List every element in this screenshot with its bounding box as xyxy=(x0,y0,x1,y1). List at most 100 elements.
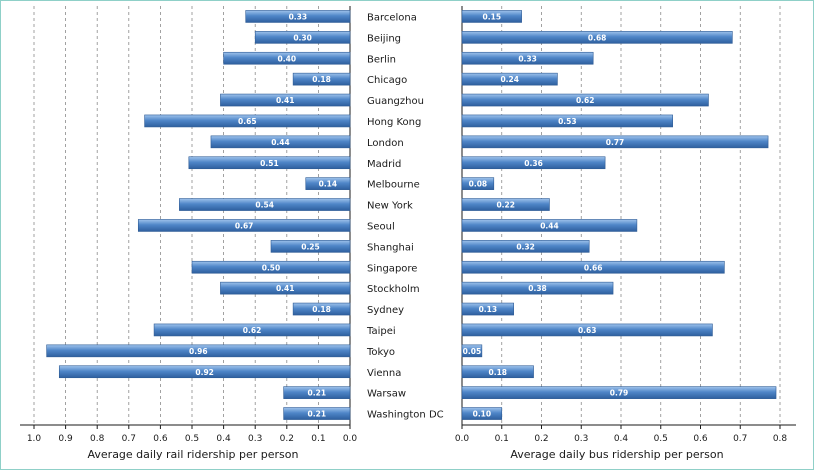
bus-tick-label: 0.1 xyxy=(495,434,509,444)
bus-data-label: 0.22 xyxy=(496,201,515,210)
bus-data-label: 0.13 xyxy=(479,305,498,314)
bus-bar xyxy=(461,114,673,128)
city-label: Madrid xyxy=(367,159,401,170)
city-label: London xyxy=(367,138,404,149)
rail-data-label: 0.25 xyxy=(301,242,320,251)
city-label: Washington DC xyxy=(367,410,444,421)
rail-tick-label: 0.9 xyxy=(58,434,73,444)
rail-tick-label: 1.0 xyxy=(27,434,42,444)
rail-tick-label: 0.4 xyxy=(216,434,231,444)
city-label: Seoul xyxy=(367,221,395,232)
bus-tick-label: 0.7 xyxy=(733,434,747,444)
bus-bar xyxy=(461,198,550,211)
bus-bar xyxy=(461,302,514,316)
bus-bar xyxy=(461,344,483,358)
city-label: Warsaw xyxy=(367,389,406,400)
rail-tick-label: 0.6 xyxy=(153,434,168,444)
rail-bar xyxy=(292,302,351,316)
city-label: Guangzhou xyxy=(367,96,424,107)
bus-tick-label: 0.2 xyxy=(534,434,548,444)
bus-data-label: 0.32 xyxy=(516,242,535,251)
rail-panel: 1.0 0.9 0.8 0.7 0.6 0.5 0.4 0.3 0.2 0.1 0.0 0.33 0.3… xyxy=(20,6,357,444)
bus-bar xyxy=(461,51,594,65)
rail-data-label: 0.14 xyxy=(319,180,338,189)
rail-data-label: 0.18 xyxy=(312,75,331,84)
rail-bar xyxy=(191,260,351,274)
bus-data-label: 0.63 xyxy=(578,326,597,335)
rail-bar xyxy=(220,281,351,295)
bus-data-label: 0.05 xyxy=(463,347,482,356)
rail-tick-label: 0.5 xyxy=(185,434,199,444)
city-label: Hong Kong xyxy=(367,117,421,128)
rail-data-label: 0.44 xyxy=(271,138,290,147)
bus-data-label: 0.24 xyxy=(500,75,519,84)
rail-data-label: 0.51 xyxy=(260,159,279,168)
rail-bar xyxy=(283,407,351,420)
bus-tick-label: 0.3 xyxy=(574,434,588,444)
rail-data-label: 0.96 xyxy=(189,347,208,356)
bus-bar xyxy=(461,386,777,399)
bus-tick-label: 0.5 xyxy=(654,434,668,444)
rail-data-label: 0.67 xyxy=(235,221,254,230)
bus-bar xyxy=(461,177,495,190)
rail-bar xyxy=(188,156,351,170)
city-label: Barcelona xyxy=(367,12,417,23)
rail-data-label: 0.33 xyxy=(289,12,308,21)
bus-data-label: 0.15 xyxy=(483,12,502,21)
rail-axis-title: Average daily rail ridership per person xyxy=(88,448,299,461)
bus-data-label: 0.36 xyxy=(524,159,543,168)
rail-tick-label: 0.2 xyxy=(280,434,294,444)
rail-data-label: 0.21 xyxy=(308,410,327,419)
bus-bar xyxy=(461,156,606,170)
rail-data-label: 0.92 xyxy=(195,368,214,377)
rail-bar xyxy=(305,177,351,190)
bus-tick-label: 0.0 xyxy=(455,434,470,444)
city-label: Stockholm xyxy=(367,284,420,295)
rail-bar xyxy=(254,31,351,44)
rail-data-label: 0.21 xyxy=(308,389,327,398)
city-label: Shanghai xyxy=(367,242,414,253)
bus-data-label: 0.66 xyxy=(584,263,603,272)
rail-bar xyxy=(210,135,351,149)
bus-data-label: 0.68 xyxy=(588,33,607,42)
rail-data-label: 0.62 xyxy=(243,326,262,335)
rail-data-label: 0.18 xyxy=(312,305,331,314)
bus-data-label: 0.38 xyxy=(528,284,547,293)
bus-data-label: 0.44 xyxy=(540,221,559,230)
bus-bar xyxy=(461,323,713,337)
rail-tick-label: 0.0 xyxy=(343,434,358,444)
bus-bar xyxy=(461,407,503,420)
rail-bar xyxy=(245,10,351,23)
rail-bar xyxy=(270,240,351,253)
bus-data-label: 0.10 xyxy=(473,410,492,419)
bus-data-label: 0.79 xyxy=(610,389,629,398)
city-label: Tokyo xyxy=(366,347,395,358)
bus-tick-label: 0.6 xyxy=(693,434,708,444)
bus-tick-label: 0.8 xyxy=(773,434,788,444)
bus-panel: 0.0 0.1 0.2 0.3 0.4 0.5 0.6 0.7 0.8 0.15 0.68 0.33 0… xyxy=(455,6,796,444)
rail-tick-label: 0.1 xyxy=(311,434,325,444)
rail-bar xyxy=(144,114,351,128)
rail-bar xyxy=(153,323,351,337)
bus-data-label: 0.62 xyxy=(576,96,595,105)
bus-bar xyxy=(461,135,769,149)
rail-bar xyxy=(137,219,351,232)
city-labels: Barcelona Beijing Berlin Chicago Guangzhou Ho… xyxy=(366,12,444,420)
rail-bar xyxy=(292,72,351,86)
rail-data-label: 0.54 xyxy=(255,201,274,210)
bus-bar xyxy=(461,10,522,23)
bus-bar xyxy=(461,93,709,107)
city-label: New York xyxy=(367,201,413,212)
bus-bar xyxy=(461,31,733,44)
city-label: Taipei xyxy=(366,326,396,337)
rail-tick-label: 0.3 xyxy=(248,434,262,444)
bus-data-label: 0.77 xyxy=(606,138,625,147)
city-label: Melbourne xyxy=(367,180,420,191)
bus-bar xyxy=(461,365,534,379)
bus-data-label: 0.33 xyxy=(518,54,537,63)
bus-bar xyxy=(461,260,725,274)
bus-data-label: 0.08 xyxy=(469,180,488,189)
rail-bar xyxy=(223,51,351,65)
